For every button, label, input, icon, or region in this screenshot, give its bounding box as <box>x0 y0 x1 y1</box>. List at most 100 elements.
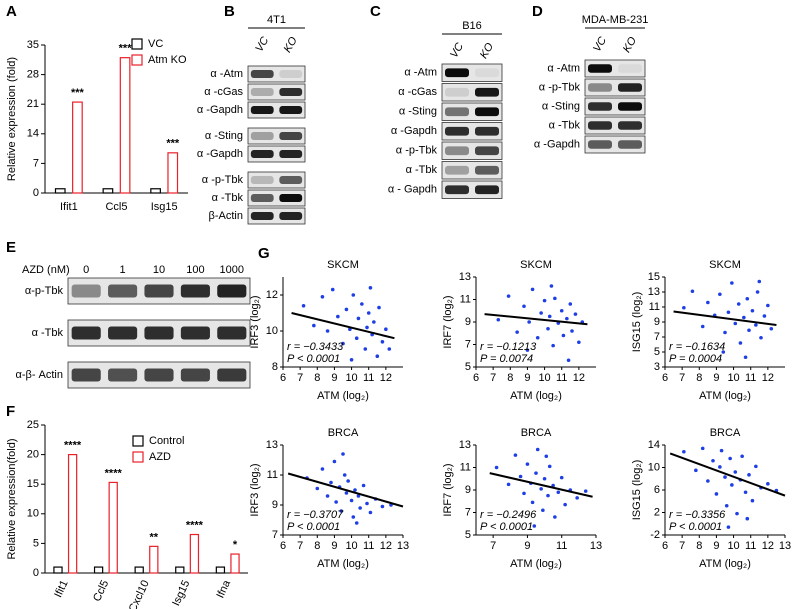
point <box>368 510 373 515</box>
x-tick-label: 7 <box>490 540 496 552</box>
bar <box>53 566 63 574</box>
point <box>360 302 364 306</box>
fit-line <box>484 313 588 326</box>
point <box>530 287 535 292</box>
significance: ** <box>150 531 159 543</box>
band <box>217 368 247 382</box>
point <box>320 295 325 299</box>
legend-label: VC <box>148 38 163 50</box>
y-tick-label: 7 <box>465 506 471 518</box>
band <box>475 165 499 175</box>
band <box>108 284 138 298</box>
y-tick-label: 2 <box>654 506 660 518</box>
point <box>525 348 530 352</box>
x-tick-label: 9 <box>713 372 719 384</box>
point <box>535 447 540 452</box>
point <box>547 464 552 469</box>
x-axis-label: ATM (log₂) <box>699 558 751 570</box>
y-tick-label: 5 <box>33 537 39 549</box>
x-tick-label: 13 <box>779 540 791 552</box>
x-tick-label: Ifit1 <box>60 201 78 213</box>
bar <box>67 454 78 574</box>
point <box>351 515 356 519</box>
point <box>547 314 552 319</box>
band <box>445 87 469 97</box>
point <box>733 470 738 474</box>
lane-label: 10 <box>153 264 165 276</box>
point <box>380 340 385 344</box>
point <box>325 329 330 333</box>
panel-label: D <box>532 3 543 20</box>
x-tick-label: 12 <box>380 540 392 552</box>
band <box>588 121 612 130</box>
point <box>750 498 755 503</box>
point <box>372 320 376 324</box>
point <box>556 490 561 495</box>
x-tick-label: 10 <box>538 372 550 384</box>
x-tick-label: 11 <box>363 540 374 552</box>
r-value: r = −0.2496 <box>480 509 537 521</box>
x-tick-label: 7 <box>297 372 303 384</box>
point <box>743 355 748 360</box>
panel-label: F <box>6 403 15 420</box>
point <box>380 504 385 509</box>
x-axis-label: ATM (log₂) <box>699 390 751 402</box>
band <box>279 194 303 202</box>
point <box>730 483 734 487</box>
band <box>445 107 469 117</box>
bar <box>189 533 200 574</box>
point <box>726 310 731 315</box>
point <box>559 308 564 313</box>
y-tick-label: 11 <box>649 301 660 313</box>
x-tick-label: 8 <box>507 372 513 384</box>
x-tick-label: 11 <box>363 372 374 384</box>
band <box>475 185 499 195</box>
point <box>363 347 368 351</box>
y-tick-label: -2 <box>650 529 660 541</box>
r-value: r = −0.3433 <box>287 341 344 353</box>
point <box>377 305 381 310</box>
band <box>180 326 210 340</box>
bar <box>72 101 83 194</box>
significance: **** <box>186 519 204 531</box>
x-tick-label: 10 <box>727 540 739 552</box>
y-tick-label: 14 <box>648 439 660 451</box>
legend-swatch <box>131 54 143 66</box>
band <box>250 194 274 202</box>
point <box>566 358 571 363</box>
point <box>332 459 337 464</box>
band <box>588 83 612 92</box>
point <box>724 503 729 508</box>
band <box>250 150 274 158</box>
point <box>365 501 369 506</box>
x-tick-label: 7 <box>679 540 685 552</box>
antibody-label: α -Tbk <box>32 327 64 339</box>
point <box>527 320 531 324</box>
band <box>250 132 274 140</box>
lane-label: VC <box>591 35 609 54</box>
point <box>515 330 519 334</box>
y-tick-label: 15 <box>27 478 39 490</box>
plot-title: BRCA <box>710 427 741 439</box>
point <box>539 311 543 315</box>
x-tick-label: 10 <box>345 540 357 552</box>
antibody-label: β-Actin <box>209 210 243 222</box>
point <box>706 300 710 305</box>
x-tick-label: 7 <box>679 372 685 384</box>
y-tick-label: 0 <box>33 567 39 579</box>
band <box>279 88 303 96</box>
point <box>766 482 770 486</box>
significance: *** <box>119 43 133 55</box>
x-tick-label: 8 <box>314 540 320 552</box>
x-tick-label: Isg15 <box>170 578 192 607</box>
point <box>522 491 526 496</box>
x-tick-label: 9 <box>331 372 337 384</box>
antibody-label: α -Atm <box>404 67 437 79</box>
point <box>714 492 719 496</box>
significance: **** <box>64 440 82 452</box>
x-tick-label: 12 <box>762 372 774 384</box>
x-tick-label: 9 <box>331 540 337 552</box>
fit-line <box>291 312 395 340</box>
point <box>525 462 530 466</box>
point <box>742 315 746 320</box>
